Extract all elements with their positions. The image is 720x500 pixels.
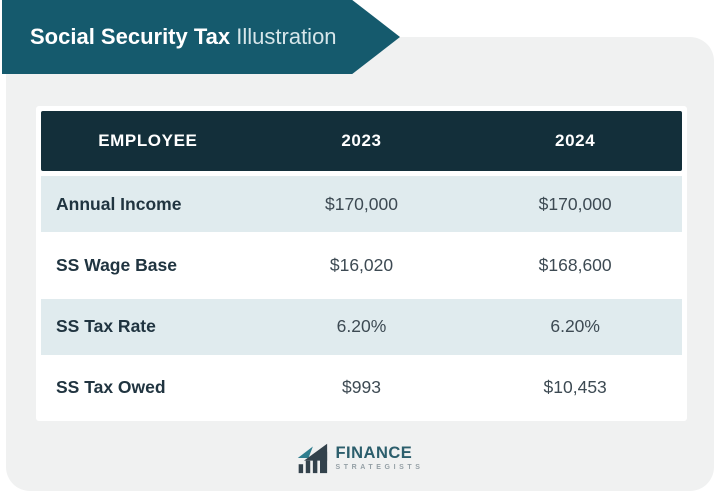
value-2023: $16,020 bbox=[329, 254, 394, 275]
column-header-2024: 2024 bbox=[555, 131, 596, 150]
finance-strategists-logo-icon bbox=[298, 443, 328, 474]
brand-footer: FINANCE STRATEGISTS bbox=[0, 442, 720, 474]
column-header-employee: EMPLOYEE bbox=[98, 131, 198, 150]
brand-name-text: FINANCE bbox=[335, 443, 413, 462]
value-2024: $170,000 bbox=[538, 193, 612, 214]
table-row-ss-wage-base: SS Wage Base $16,020 $168,600 bbox=[41, 237, 682, 294]
page-title-main: Social Security Tax bbox=[30, 24, 231, 49]
row-label: SS Tax Owed bbox=[56, 377, 166, 398]
value-2024: 6.20% bbox=[550, 316, 600, 337]
page-title: Social Security Tax Illustration bbox=[2, 24, 337, 50]
value-2023: 6.20% bbox=[336, 316, 387, 337]
table-row-annual-income: Annual Income $170,000 $170,000 bbox=[41, 171, 682, 238]
row-label: SS Wage Base bbox=[56, 254, 177, 275]
column-header-2023: 2023 bbox=[341, 131, 382, 150]
row-label: SS Tax Rate bbox=[56, 316, 156, 337]
value-2024: $10,453 bbox=[543, 377, 607, 398]
tax-table: EMPLOYEE 2023 2024 Annual Income $170,00… bbox=[36, 106, 687, 421]
row-label: Annual Income bbox=[56, 193, 182, 214]
value-2024: $168,600 bbox=[538, 254, 612, 275]
title-banner: Social Security Tax Illustration bbox=[2, 0, 400, 74]
table-row-ss-tax-owed: SS Tax Owed $993 $10,453 bbox=[41, 359, 682, 416]
table-row-ss-tax-rate: SS Tax Rate 6.20% 6.20% bbox=[41, 293, 682, 360]
value-2023: $993 bbox=[342, 377, 381, 398]
page-title-sub: Illustration bbox=[236, 24, 337, 49]
table-header-row: EMPLOYEE 2023 2024 bbox=[41, 111, 682, 171]
brand-wordmark: FINANCE STRATEGISTS bbox=[335, 445, 423, 472]
value-2023: $170,000 bbox=[324, 193, 398, 214]
brand-subname-text: STRATEGISTS bbox=[335, 464, 424, 472]
